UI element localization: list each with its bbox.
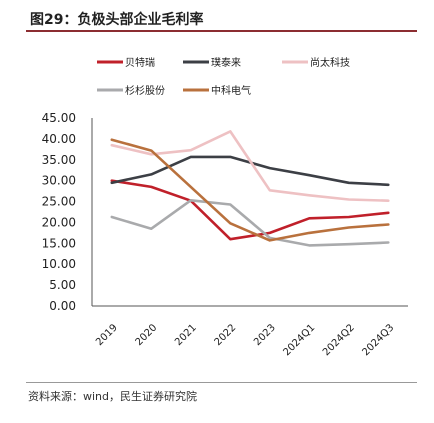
- legend-label: 璞泰来: [211, 56, 241, 69]
- series-line-3: [110, 130, 390, 202]
- title-rule: [26, 30, 417, 32]
- y-tick-label: 35.00: [42, 153, 76, 167]
- y-tick-label: 45.00: [42, 111, 76, 125]
- y-tick-label: 0.00: [49, 299, 76, 313]
- y-tick-label: 40.00: [42, 132, 76, 146]
- source-note: 资料来源：wind，民生证券研究院: [28, 390, 198, 403]
- legend-label: 杉杉股份: [125, 84, 165, 97]
- x-tick-label: 2020: [134, 322, 160, 348]
- source-rule: [26, 382, 417, 383]
- x-tick-label: 2024Q2: [321, 322, 357, 358]
- series-line-4: [110, 199, 390, 247]
- y-tick-label: 30.00: [42, 174, 76, 188]
- figure-title: 图29：负极头部企业毛利率: [30, 12, 204, 28]
- series-line-5: [110, 138, 390, 242]
- y-tick-label: 20.00: [42, 215, 76, 229]
- y-tick-label: 10.00: [42, 257, 76, 271]
- x-tick-label: 2024Q3: [361, 322, 397, 358]
- y-tick-label: 25.00: [42, 195, 76, 209]
- y-axis: 0.00 5.00 10.00 15.00 20.00 25.00 30.00 35.00 40…: [42, 111, 93, 313]
- series-line-1: [110, 179, 390, 241]
- legend-label: 尚太科技: [310, 56, 350, 69]
- x-tick-label: 2022: [213, 322, 239, 348]
- x-tick-label: 2023: [252, 322, 278, 348]
- legend-label: 中科电气: [211, 84, 251, 97]
- series-lines: [110, 130, 390, 247]
- x-tick-label: 2021: [173, 322, 199, 348]
- x-axis: 2019 2020 2021 2022 2023 2024Q1 2024Q2 2024Q3: [92, 305, 408, 358]
- y-tick-label: 5.00: [49, 278, 76, 292]
- x-tick-label: 2024Q1: [282, 322, 318, 358]
- y-tick-label: 15.00: [42, 236, 76, 250]
- legend-label: 贝特瑞: [125, 57, 155, 69]
- x-tick-label: 2019: [94, 322, 120, 348]
